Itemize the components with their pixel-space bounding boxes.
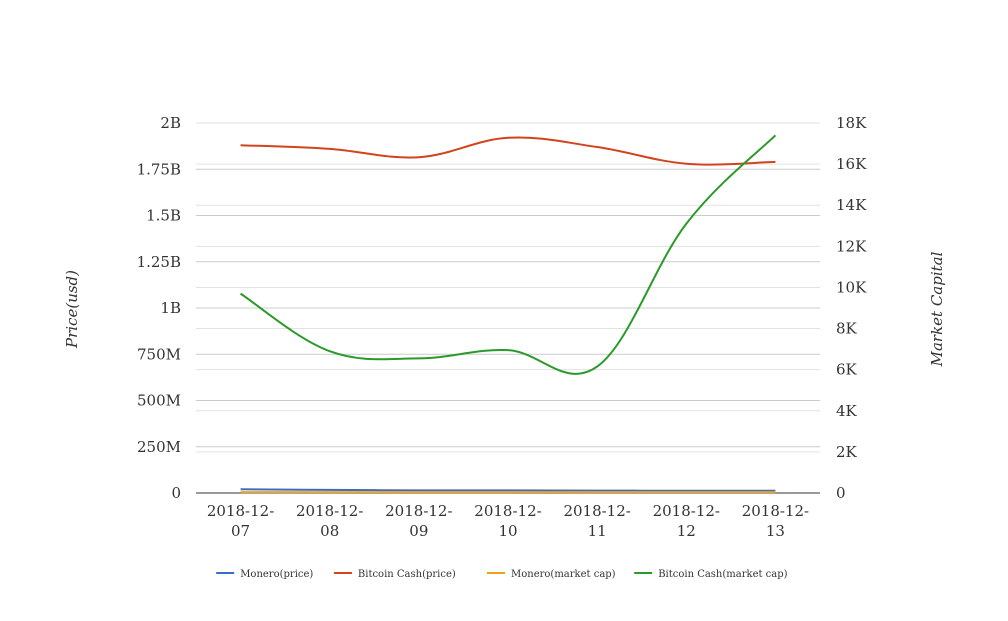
y-axis-right-title: Market Capital (928, 251, 946, 367)
y-right-tick-label: 6K (836, 361, 858, 379)
x-tick-label: 2018-12-08 (296, 502, 363, 540)
legend-label: Monero(market cap) (511, 569, 616, 580)
y-left-tick-label: 1.75B (137, 160, 181, 178)
legend-label: Bitcoin Cash(price) (358, 569, 456, 580)
grid (196, 122, 820, 453)
y-right-tick-label: 12K (836, 237, 867, 255)
y-right-tick-label: 8K (836, 320, 858, 338)
series-line-bitcoin-cash-price (240, 136, 776, 166)
x-tick-label: 2018-12-12 (653, 502, 720, 540)
y-right-tick-label: 14K (836, 196, 867, 214)
series-lines (240, 134, 777, 494)
y-right-tick-label: 10K (836, 278, 867, 296)
y-right-tick-label: 4K (836, 402, 858, 420)
y-left-tick-label: 1.25B (137, 253, 181, 271)
legend-item-monero-market-cap[interactable]: Monero(market cap) (487, 569, 616, 580)
x-tick-label: 2018-12-07 (207, 502, 274, 540)
y-left-tick-label: 1B (160, 299, 181, 317)
y-left-tick-label: 750M (137, 345, 181, 363)
x-tick-label: 2018-12-11 (563, 502, 630, 540)
legend-item-bitcoin-cash-price[interactable]: Bitcoin Cash(price) (333, 569, 456, 580)
axes: 0 250M 500M 750M 1B 1.25B 1.5B 1.75B 2B 0 2K 4K 6K 8K… (137, 114, 868, 540)
legend-label: Bitcoin Cash(market cap) (658, 569, 787, 580)
y-left-tick-label: 250M (137, 438, 181, 456)
y-right-tick-label: 0 (836, 484, 846, 502)
y-left-tick-label: 0 (171, 484, 181, 502)
series-line-bitcoin-cash-market-cap (240, 134, 777, 375)
y-axis-left-title: Price(usd) (63, 270, 81, 349)
x-tick-label: 2018-12-10 (474, 502, 541, 540)
legend: Monero(price) Bitcoin Cash(price) Monero(m… (216, 569, 788, 580)
legend-item-bitcoin-cash-market-cap[interactable]: Bitcoin Cash(market cap) (634, 569, 788, 580)
y-left-tick-label: 2B (160, 114, 181, 132)
x-tick-label: 2018-12-13 (742, 502, 809, 540)
y-right-tick-label: 18K (836, 114, 867, 132)
x-tick-label: 2018-12-09 (385, 502, 452, 540)
series-line-monero-price (240, 488, 776, 492)
y-left-tick-label: 500M (137, 392, 181, 410)
y-left-tick-label: 1.5B (146, 207, 181, 225)
legend-item-monero-price[interactable]: Monero(price) (216, 569, 313, 580)
legend-label: Monero(price) (240, 569, 313, 580)
y-right-tick-label: 2K (836, 443, 858, 461)
y-right-tick-label: 16K (836, 155, 867, 173)
